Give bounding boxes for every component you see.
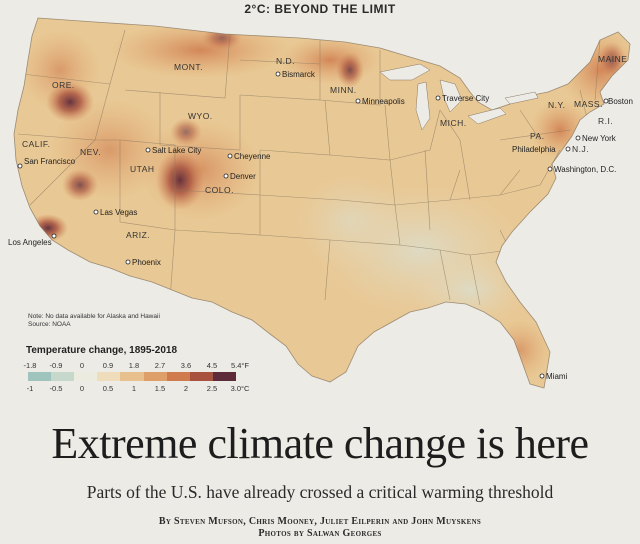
city-label-boston: Boston <box>608 97 633 106</box>
city-marker-philadelphia <box>565 146 571 152</box>
legend-swatch <box>74 372 98 381</box>
legend-swatch <box>51 372 75 381</box>
state-label-mass: MASS. <box>574 99 603 109</box>
legend-swatch <box>97 372 121 381</box>
legend-swatch <box>143 372 167 381</box>
map-note: Note: No data available for Alaska and H… <box>28 313 160 329</box>
byline-photos: Photos by Salwan Georges <box>258 528 382 539</box>
legend-f-tick: 0.9 <box>102 361 114 370</box>
state-label-colo: COLO. <box>205 185 234 195</box>
city-label-bismarck: Bismarck <box>282 70 316 79</box>
headline: Extreme climate change is here <box>51 419 589 468</box>
legend-c-tick: -1 <box>26 384 34 393</box>
legend-f-tick: 4.5 <box>206 361 218 370</box>
city-marker-new-york <box>575 135 581 141</box>
legend-swatch <box>212 372 236 381</box>
legend-f-tick: 1.8 <box>128 361 140 370</box>
legend-c-tick: 2 <box>183 384 189 393</box>
state-label-pa: PA. <box>530 131 545 141</box>
legend-f-tick: 2.7 <box>154 361 166 370</box>
note-source: Source: NOAA <box>28 321 71 328</box>
us-temperature-map: ORE. CALIF. NEV. UTAH ARIZ. MONT. WYO. C… <box>8 17 633 389</box>
state-label-ariz: ARIZ. <box>126 230 150 240</box>
city-label-san-francisco: San Francisco <box>24 157 76 166</box>
city-marker-miami <box>539 373 545 379</box>
city-marker-san-francisco <box>17 163 23 169</box>
city-label-philadelphia: Philadelphia <box>512 145 556 154</box>
city-label-los-angeles: Los Angeles <box>8 238 52 247</box>
city-label-cheyenne: Cheyenne <box>234 152 271 161</box>
city-labels: San Francisco Los Angeles Las Vegas Phoe… <box>8 70 633 381</box>
state-label-mich: MICH. <box>440 118 467 128</box>
city-marker-minneapolis <box>355 98 361 104</box>
kicker: 2°C: BEYOND THE LIMIT <box>244 2 396 16</box>
legend-c-tick: 1.5 <box>154 384 166 393</box>
legend-fahrenheit-ticks: -1.8 -0.9 0 0.9 1.8 2.7 3.6 4.5 5.4°F <box>20 361 250 371</box>
legend-c-tick: 3.0°C <box>230 384 250 393</box>
city-label-phoenix: Phoenix <box>132 258 161 267</box>
legend-celsius-ticks: -1 -0.5 0 0.5 1 1.5 2 2.5 3.0°C <box>20 384 250 394</box>
city-marker-salt-lake-city <box>145 147 151 153</box>
legend-f-tick: 5.4°F <box>230 361 250 370</box>
city-label-miami: Miami <box>546 372 568 381</box>
state-label-ri: R.I. <box>598 116 613 126</box>
city-markers <box>17 71 609 379</box>
state-label-minn: MINN. <box>330 85 357 95</box>
legend-swatch <box>166 372 190 381</box>
city-marker-cheyenne <box>227 153 233 159</box>
city-label-new-york: New York <box>582 134 617 143</box>
legend-f-tick: -0.9 <box>49 361 63 370</box>
state-label-maine: MAINE <box>598 54 627 64</box>
city-marker-boston <box>603 98 609 104</box>
state-label-ny: N.Y. <box>548 100 565 110</box>
legend-swatch <box>120 372 144 381</box>
state-label-nd: N.D. <box>276 56 295 66</box>
legend-f-tick: 3.6 <box>180 361 192 370</box>
byline: By Steven Mufson, Chris Mooney, Juliet E… <box>0 516 640 540</box>
legend-c-tick: 2.5 <box>206 384 218 393</box>
state-labels: ORE. CALIF. NEV. UTAH ARIZ. MONT. WYO. C… <box>22 54 627 240</box>
note-no-data: Note: No data available for Alaska and H… <box>28 313 160 320</box>
legend-color-bar <box>28 372 236 381</box>
legend-c-tick: -0.5 <box>49 384 63 393</box>
city-marker-los-angeles <box>51 233 57 239</box>
byline-authors: By Steven Mufson, Chris Mooney, Juliet E… <box>158 516 482 527</box>
city-label-minneapolis: Minneapolis <box>362 97 405 106</box>
state-label-wyo: WYO. <box>188 111 213 121</box>
city-label-washington-dc: Washington, D.C. <box>554 165 616 174</box>
city-label-salt-lake-city: Salt Lake City <box>152 146 201 155</box>
state-label-nev: NEV. <box>80 147 101 157</box>
legend-c-tick: 0 <box>79 384 85 393</box>
state-label-calif: CALIF. <box>22 139 51 149</box>
legend-c-tick: 0.5 <box>102 384 114 393</box>
state-label-nj: N.J. <box>572 144 589 154</box>
city-marker-traverse-city <box>435 95 441 101</box>
city-label-denver: Denver <box>230 172 256 181</box>
legend-c-tick: 1 <box>131 384 137 393</box>
legend-swatch <box>28 372 52 381</box>
city-marker-denver <box>223 173 229 179</box>
city-marker-las-vegas <box>93 209 99 215</box>
city-marker-phoenix <box>125 259 131 265</box>
city-marker-washington-dc <box>547 166 553 172</box>
state-label-mont: MONT. <box>174 62 203 72</box>
legend-title: Temperature change, 1895-2018 <box>26 345 178 356</box>
city-marker-bismarck <box>275 71 281 77</box>
legend-swatch <box>189 372 213 381</box>
legend-f-tick: 0 <box>79 361 85 370</box>
subhead: Parts of the U.S. have already crossed a… <box>86 482 554 502</box>
legend-f-tick: -1.8 <box>23 361 37 370</box>
city-label-traverse-city: Traverse City <box>442 94 489 103</box>
state-label-utah: UTAH <box>130 164 155 174</box>
city-label-las-vegas: Las Vegas <box>100 208 137 217</box>
state-label-ore: ORE. <box>52 80 75 90</box>
